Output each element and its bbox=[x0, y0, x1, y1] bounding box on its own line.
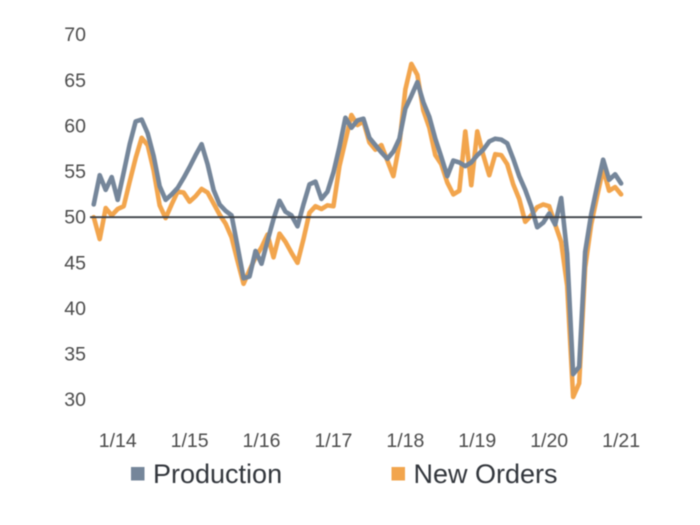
x-tick-1-14: 1/14 bbox=[99, 430, 137, 452]
y-tick-65: 65 bbox=[64, 70, 86, 92]
legend-label-production: Production bbox=[153, 459, 282, 489]
x-tick-1-19: 1/19 bbox=[458, 430, 496, 452]
x-tick-1-20: 1/20 bbox=[530, 430, 568, 452]
legend-swatch-new-orders bbox=[391, 467, 405, 481]
legend-label-new-orders: New Orders bbox=[414, 459, 558, 489]
y-tick-35: 35 bbox=[64, 344, 86, 366]
x-tick-1-18: 1/18 bbox=[386, 430, 424, 452]
x-tick-1-17: 1/17 bbox=[314, 430, 352, 452]
series-lines bbox=[91, 61, 624, 400]
series-line-production bbox=[91, 79, 624, 377]
x-axis-tick-labels: 1/14 1/15 1/16 1/17 1/18 1/19 1/20 1/21 bbox=[99, 430, 640, 452]
y-tick-70: 70 bbox=[64, 24, 86, 46]
series-line-new-orders bbox=[91, 61, 624, 400]
y-tick-55: 55 bbox=[64, 161, 86, 183]
x-tick-1-21: 1/21 bbox=[602, 430, 640, 452]
y-tick-60: 60 bbox=[64, 115, 86, 137]
legend-swatch-production bbox=[131, 467, 145, 481]
x-tick-1-16: 1/16 bbox=[243, 430, 281, 452]
y-tick-30: 30 bbox=[64, 389, 86, 411]
y-tick-50: 50 bbox=[64, 207, 86, 229]
y-tick-40: 40 bbox=[64, 298, 86, 320]
y-tick-45: 45 bbox=[64, 252, 86, 274]
y-axis-tick-labels: 70 65 60 55 50 45 40 35 30 bbox=[64, 24, 86, 411]
chart-legend: Production New Orders bbox=[131, 459, 558, 489]
x-tick-1-15: 1/15 bbox=[171, 430, 209, 452]
